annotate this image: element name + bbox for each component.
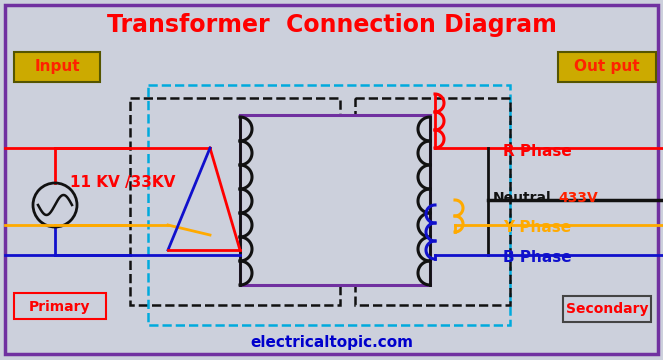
Text: Y Phase: Y Phase: [503, 220, 571, 235]
Text: Input: Input: [34, 59, 80, 75]
Text: R Phase: R Phase: [503, 144, 572, 158]
Text: Neutral: Neutral: [493, 191, 552, 205]
Bar: [14, 293, 106, 319]
Bar: [558, 52, 656, 82]
Text: 11 KV /33KV: 11 KV /33KV: [70, 175, 176, 190]
Bar: [355, 98, 510, 305]
Text: 433V: 433V: [558, 191, 598, 205]
Bar: [130, 98, 340, 305]
Bar: [148, 85, 510, 325]
Text: B Phase: B Phase: [503, 251, 572, 266]
Text: Transformer  Connection Diagram: Transformer Connection Diagram: [107, 13, 556, 37]
Text: Primary: Primary: [29, 300, 91, 314]
Bar: [563, 296, 651, 322]
Bar: [240, 115, 430, 285]
Text: Secondary: Secondary: [566, 302, 648, 316]
Text: electricaltopic.com: electricaltopic.com: [250, 334, 413, 350]
Bar: [14, 52, 100, 82]
Text: Out put: Out put: [574, 59, 640, 75]
